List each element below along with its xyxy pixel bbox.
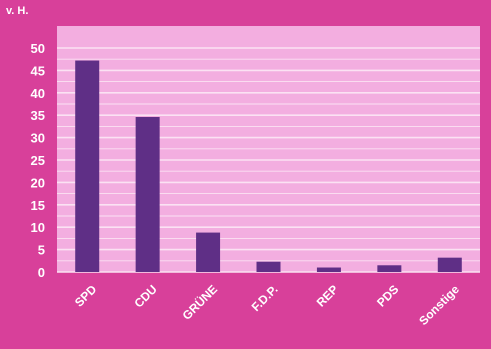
bars [75, 60, 462, 272]
bar-grne [196, 232, 221, 272]
x-category-label: REP [314, 282, 341, 309]
y-tick-label: 5 [38, 243, 45, 258]
x-category-label: PDS [374, 282, 401, 309]
bar-spd [75, 60, 100, 272]
y-tick-label: 50 [31, 41, 45, 56]
y-tick-label: 25 [31, 153, 45, 168]
y-tick-labels: 0 5 10 15 20 25 30 35 40 45 50 [31, 41, 45, 280]
x-category-labels: SPD CDU GRÜNE F.D.P. REP PDS Sonstige [72, 282, 462, 328]
x-category-label: SPD [72, 282, 100, 310]
y-tick-label: 40 [31, 86, 45, 101]
x-category-label: CDU [131, 282, 159, 310]
y-tick-label: 10 [31, 220, 45, 235]
bar-fdp [256, 261, 281, 272]
bar-rep [316, 267, 341, 272]
y-tick-label: 0 [38, 265, 45, 280]
y-axis-unit-label: v. H. [6, 5, 28, 17]
y-tick-label: 35 [31, 108, 45, 123]
y-tick-label: 20 [31, 175, 45, 190]
y-tick-label: 30 [31, 131, 45, 146]
bar-sonstige [437, 257, 462, 272]
y-tick-label: 15 [31, 198, 45, 213]
y-tick-label: 45 [31, 63, 45, 78]
bar-cdu [135, 116, 160, 272]
grid-lines [57, 47, 480, 273]
x-category-label: Sonstige [416, 282, 462, 328]
x-category-label: F.D.P. [249, 282, 281, 314]
x-category-label: GRÜNE [179, 282, 220, 323]
bar-pds [377, 265, 402, 272]
